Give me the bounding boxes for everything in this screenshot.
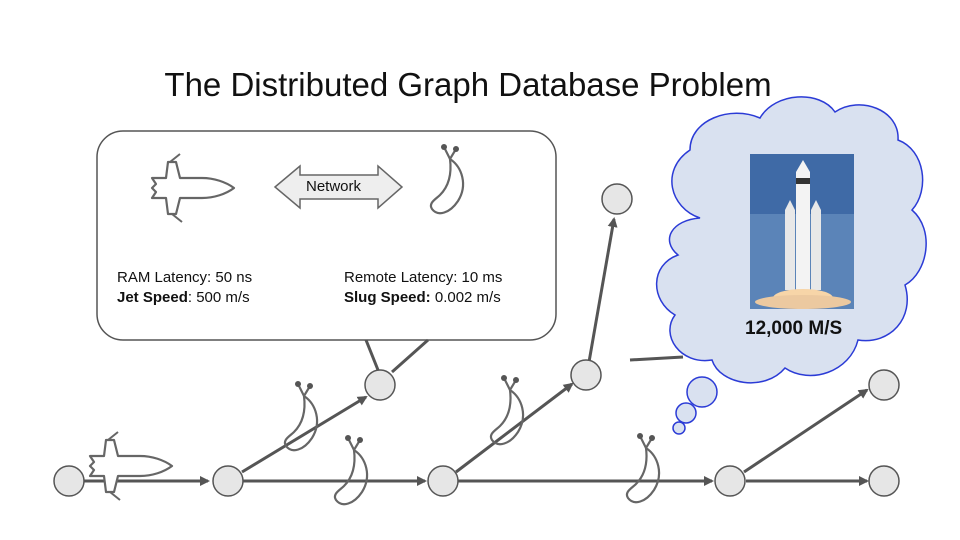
graph-edge — [587, 217, 618, 363]
rocket-speed-label: 12,000 M/S — [745, 318, 843, 339]
jet-speed-value: : 500 m/s — [187, 289, 250, 306]
slug-icon — [283, 379, 319, 452]
callout-pointer — [391, 338, 429, 374]
slug-speed-value: 0.002 m/s — [430, 289, 501, 306]
graph-node — [212, 465, 244, 497]
page-title: The Distributed Graph Database Problem — [164, 66, 772, 103]
graph-node — [364, 369, 396, 401]
jet-speed-label: Jet Speed — [117, 289, 188, 306]
graph-edge — [241, 395, 368, 474]
ram-latency-text: RAM Latency: 50 ns Jet Speed: 500 m/s — [117, 268, 252, 308]
slug-icon — [625, 431, 661, 504]
cloud-connector-line — [629, 355, 684, 362]
network-arrow-shape — [273, 164, 404, 210]
graph-node — [427, 465, 459, 497]
jet-icon — [88, 430, 174, 502]
jet-speed-line: Jet Speed: 500 m/s — [117, 288, 252, 308]
remote-latency-text: Remote Latency: 10 ms Slug Speed: 0.002 … — [344, 268, 502, 308]
graph-node — [714, 465, 746, 497]
graph-edge — [743, 388, 869, 474]
graph-node — [868, 369, 900, 401]
slug-speed-line: Slug Speed: 0.002 m/s — [344, 288, 502, 308]
graph-edge — [455, 382, 574, 474]
graph-node — [601, 183, 633, 215]
slug-icon — [333, 433, 369, 506]
graph-node — [53, 465, 85, 497]
graph-node — [868, 465, 900, 497]
callout-pointer — [364, 339, 380, 371]
slug-speed-label: Slug Speed: — [344, 289, 431, 306]
graph-node — [570, 359, 602, 391]
ram-latency-line: RAM Latency: 50 ns — [117, 269, 253, 286]
remote-latency-line: Remote Latency: 10 ms — [344, 269, 503, 286]
latency-callout-box — [96, 130, 557, 341]
network-label: Network — [306, 178, 362, 195]
rocket-icon — [750, 154, 854, 309]
